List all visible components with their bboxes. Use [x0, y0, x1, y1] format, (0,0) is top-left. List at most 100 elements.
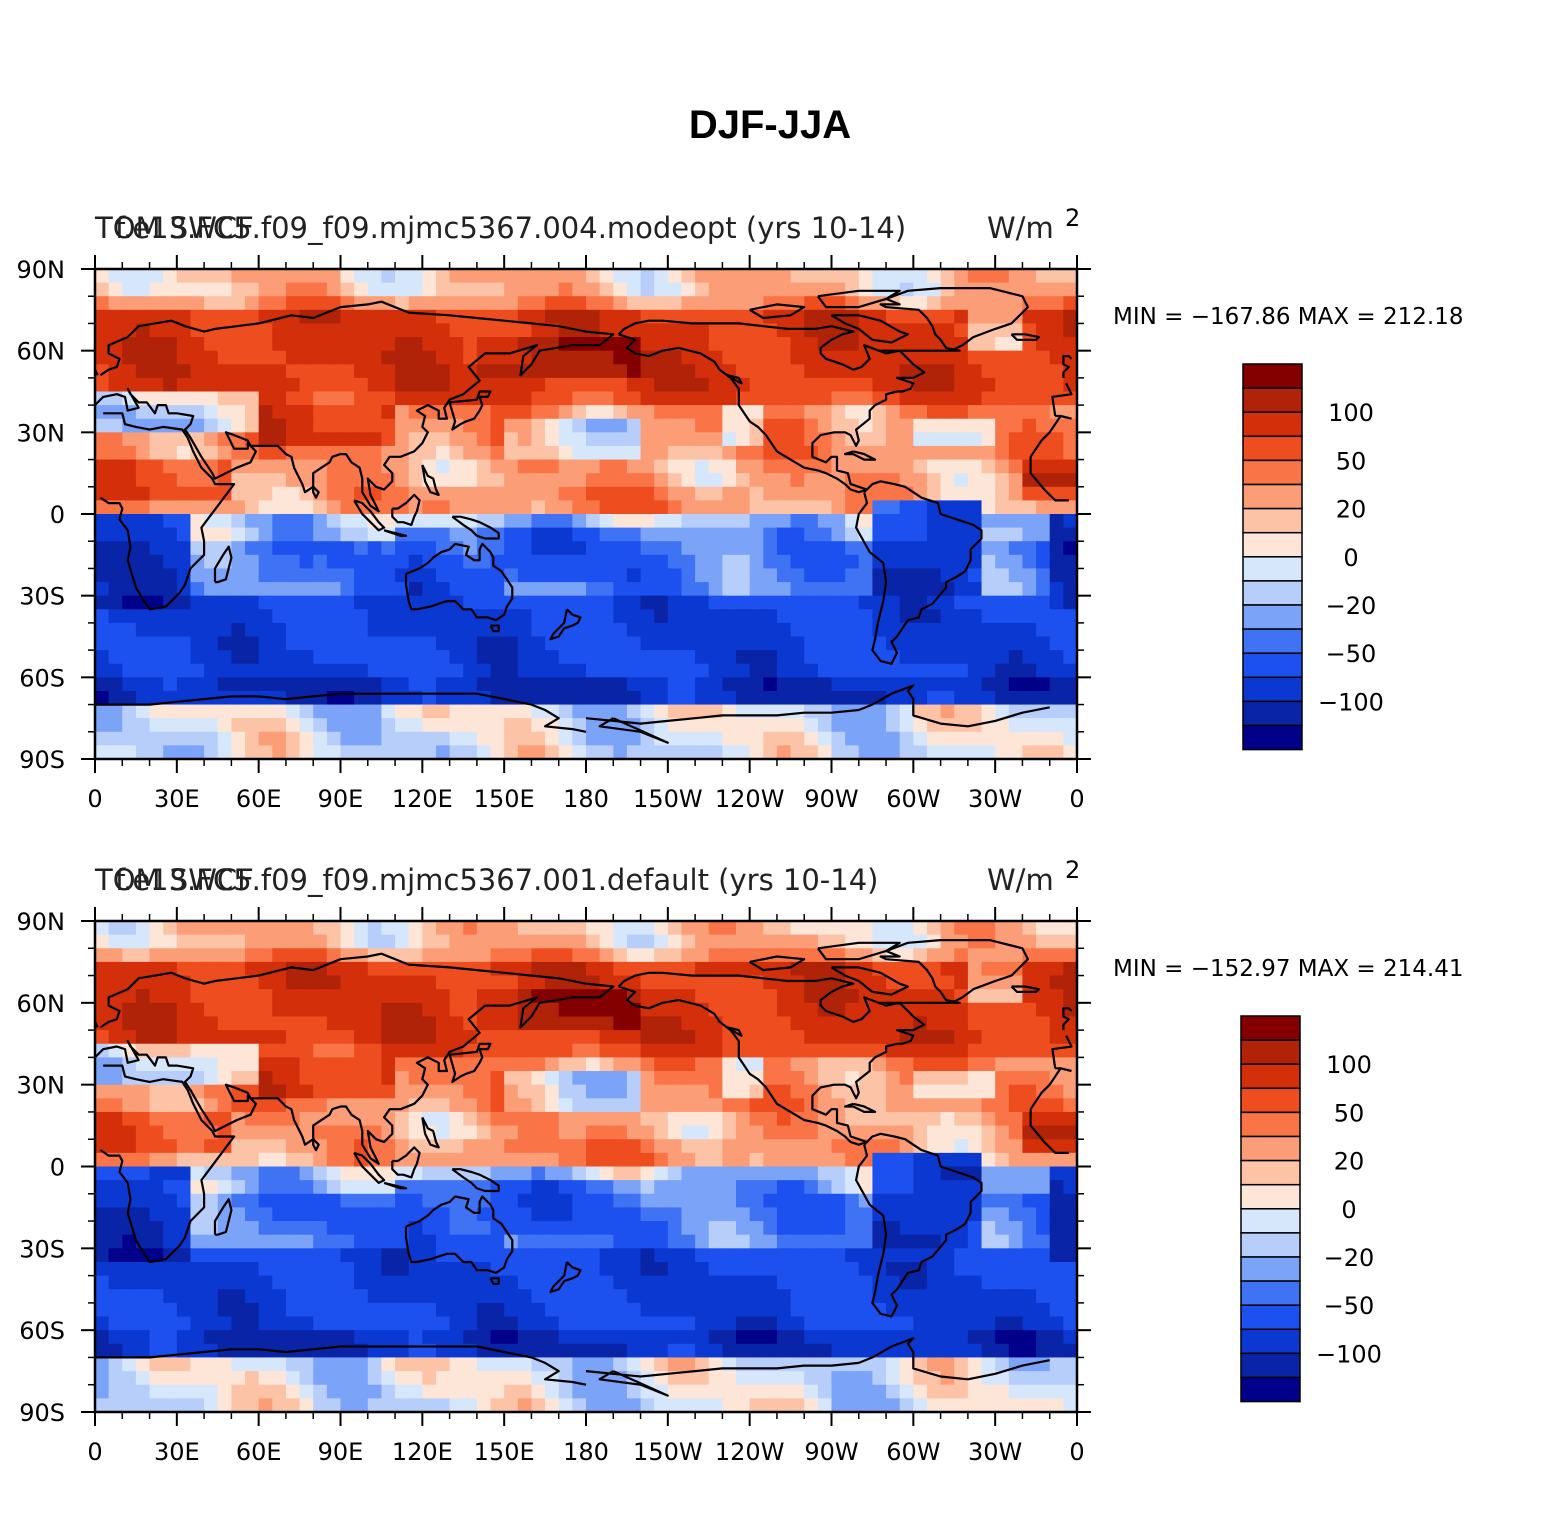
heatmap-cell [1049, 377, 1064, 393]
heatmap-cell [899, 323, 914, 338]
heatmap-cell [245, 296, 260, 311]
colorbar-band [1242, 411, 1303, 438]
heatmap-cell [135, 1016, 151, 1031]
heatmap-cell [831, 663, 846, 678]
heatmap-cell [258, 582, 273, 597]
heatmap-cell [572, 690, 587, 706]
heatmap-cell [586, 473, 601, 488]
heatmap-cell [354, 1166, 369, 1181]
heatmap-cell [245, 445, 260, 461]
heatmap-cell [381, 1207, 396, 1222]
heatmap-cell [1049, 636, 1064, 651]
heatmap-cell [122, 1330, 137, 1345]
heatmap-cell [776, 296, 792, 311]
heatmap-cell [845, 1221, 860, 1236]
heatmap-cell [435, 745, 451, 759]
heatmap-cell [722, 1166, 737, 1181]
heatmap-cell [995, 677, 1010, 692]
heatmap-cell [258, 1139, 273, 1154]
heatmap-cell [954, 1125, 969, 1140]
heatmap-cell [613, 582, 628, 597]
heatmap-cell [695, 1207, 710, 1222]
heatmap-cell [190, 1152, 205, 1168]
heatmap-cell [736, 554, 751, 570]
heatmap-cell [886, 1207, 901, 1222]
heatmap-cell [231, 934, 246, 949]
heatmap-cell [313, 364, 328, 379]
heatmap-cell [586, 731, 601, 746]
heatmap-cell [340, 1152, 355, 1168]
heatmap-cell [626, 568, 642, 583]
heatmap-cell [490, 1152, 505, 1168]
heatmap-cell [231, 1275, 246, 1290]
heatmap-cell [1008, 1111, 1024, 1127]
heatmap-cell [163, 296, 178, 311]
heatmap-cell [599, 1234, 614, 1249]
heatmap-cell [926, 473, 942, 488]
heatmap-cell [245, 350, 260, 365]
heatmap-cell [940, 948, 955, 963]
heatmap-cell [326, 377, 342, 393]
heatmap-cell [313, 282, 328, 297]
heatmap-cell [381, 650, 396, 665]
heatmap-cell [790, 391, 805, 406]
heatmap-cell [872, 1180, 887, 1195]
heatmap-cell [231, 622, 246, 638]
heatmap-cell [722, 1289, 737, 1304]
heatmap-cell [667, 1316, 683, 1331]
heatmap-cell [163, 418, 178, 433]
heatmap-cell [1036, 309, 1051, 325]
heatmap-cell [545, 527, 560, 542]
heatmap-cell [667, 975, 683, 990]
heatmap-cell [572, 961, 587, 977]
heatmap-cell [886, 745, 901, 759]
heatmap-cell [558, 636, 573, 651]
heatmap-cell [217, 500, 232, 515]
heatmap-cell [176, 282, 192, 297]
heatmap-cell [790, 989, 805, 1004]
heatmap-cell [299, 350, 314, 365]
heatmap-cell [135, 309, 151, 325]
heatmap-cell [1063, 650, 1077, 665]
heatmap-cell [517, 1221, 533, 1236]
heatmap-cell [981, 377, 996, 393]
heatmap-cell [204, 350, 219, 365]
heatmap-cell [204, 1302, 219, 1318]
heatmap-cell [340, 609, 355, 624]
heatmap-cell [1022, 445, 1037, 461]
heatmap-cell [913, 459, 928, 474]
heatmap-cell [545, 663, 560, 678]
colorbar-band [1242, 531, 1303, 558]
heatmap-cell [749, 1330, 764, 1345]
heatmap-cell [245, 1111, 260, 1127]
heatmap-cell [1063, 731, 1077, 746]
heatmap-cell [381, 1057, 396, 1072]
heatmap-cell [654, 514, 669, 529]
heatmap-cell [558, 309, 573, 325]
heatmap-cell [231, 1302, 246, 1318]
heatmap-cell [449, 582, 464, 597]
heatmap-cell [340, 595, 355, 610]
heatmap-cell [599, 473, 614, 488]
heatmap-cell [940, 1180, 955, 1195]
heatmap-cell [817, 1098, 833, 1113]
heatmap-cell [435, 323, 451, 338]
heatmap-cell [381, 934, 396, 949]
heatmap-cell [245, 337, 260, 352]
heatmap-cell [326, 486, 342, 501]
heatmap-cell [981, 663, 996, 678]
heatmap-cell [231, 948, 246, 963]
heatmap-cell [995, 921, 1010, 936]
heatmap-cell [640, 527, 655, 542]
heatmap-cell [1008, 921, 1024, 936]
heatmap-cell [708, 961, 723, 977]
heatmap-cell [95, 1111, 110, 1127]
heatmap-cell [940, 1057, 955, 1072]
heatmap-cell [708, 622, 723, 638]
heatmap-cell [122, 677, 137, 692]
heatmap-cell [204, 921, 219, 936]
heatmap-cell [626, 1193, 642, 1209]
heatmap-cell [1049, 1166, 1064, 1181]
heatmap-cell [654, 622, 669, 638]
heatmap-cell [708, 975, 723, 990]
